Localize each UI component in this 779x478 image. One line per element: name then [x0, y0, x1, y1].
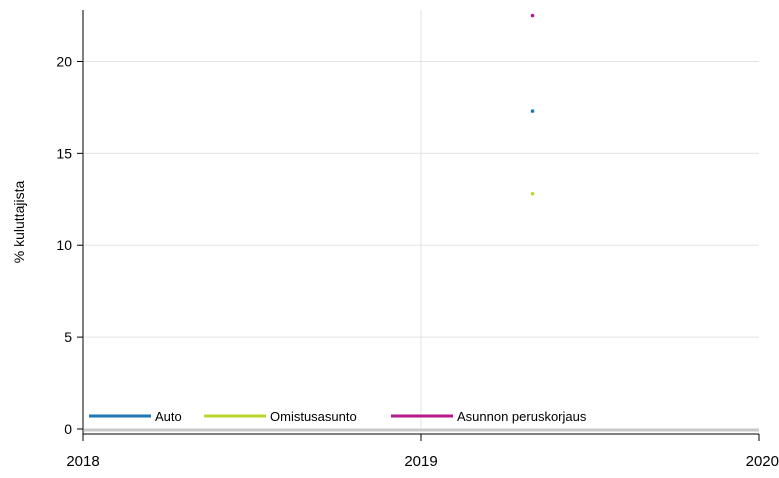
legend: Auto Omistusasunto Asunnon peruskorjaus	[89, 409, 587, 424]
y-ticks: 0 5 10 15 20	[56, 53, 83, 437]
series-point	[530, 191, 535, 196]
x-tick-label: 2019	[404, 453, 437, 470]
series-point	[530, 109, 535, 113]
y-tick-label: 15	[56, 145, 72, 161]
y-tick-label: 10	[56, 237, 72, 253]
y-tick-label: 5	[64, 329, 72, 345]
series-points	[530, 13, 535, 196]
legend-label: Omistusasunto	[270, 409, 357, 424]
gridlines	[84, 10, 759, 429]
y-tick-label: 20	[56, 53, 72, 69]
y-axis-title: % kuluttajista	[11, 181, 27, 264]
x-tick-label: 2020	[746, 453, 779, 470]
x-tick-label: 2018	[66, 453, 99, 470]
series-point	[530, 13, 535, 18]
legend-label: Asunnon peruskorjaus	[457, 409, 587, 424]
legend-label: Auto	[155, 409, 182, 424]
x-ticks: 2018 2019 2020	[66, 434, 779, 470]
y-tick-label: 0	[64, 421, 72, 437]
